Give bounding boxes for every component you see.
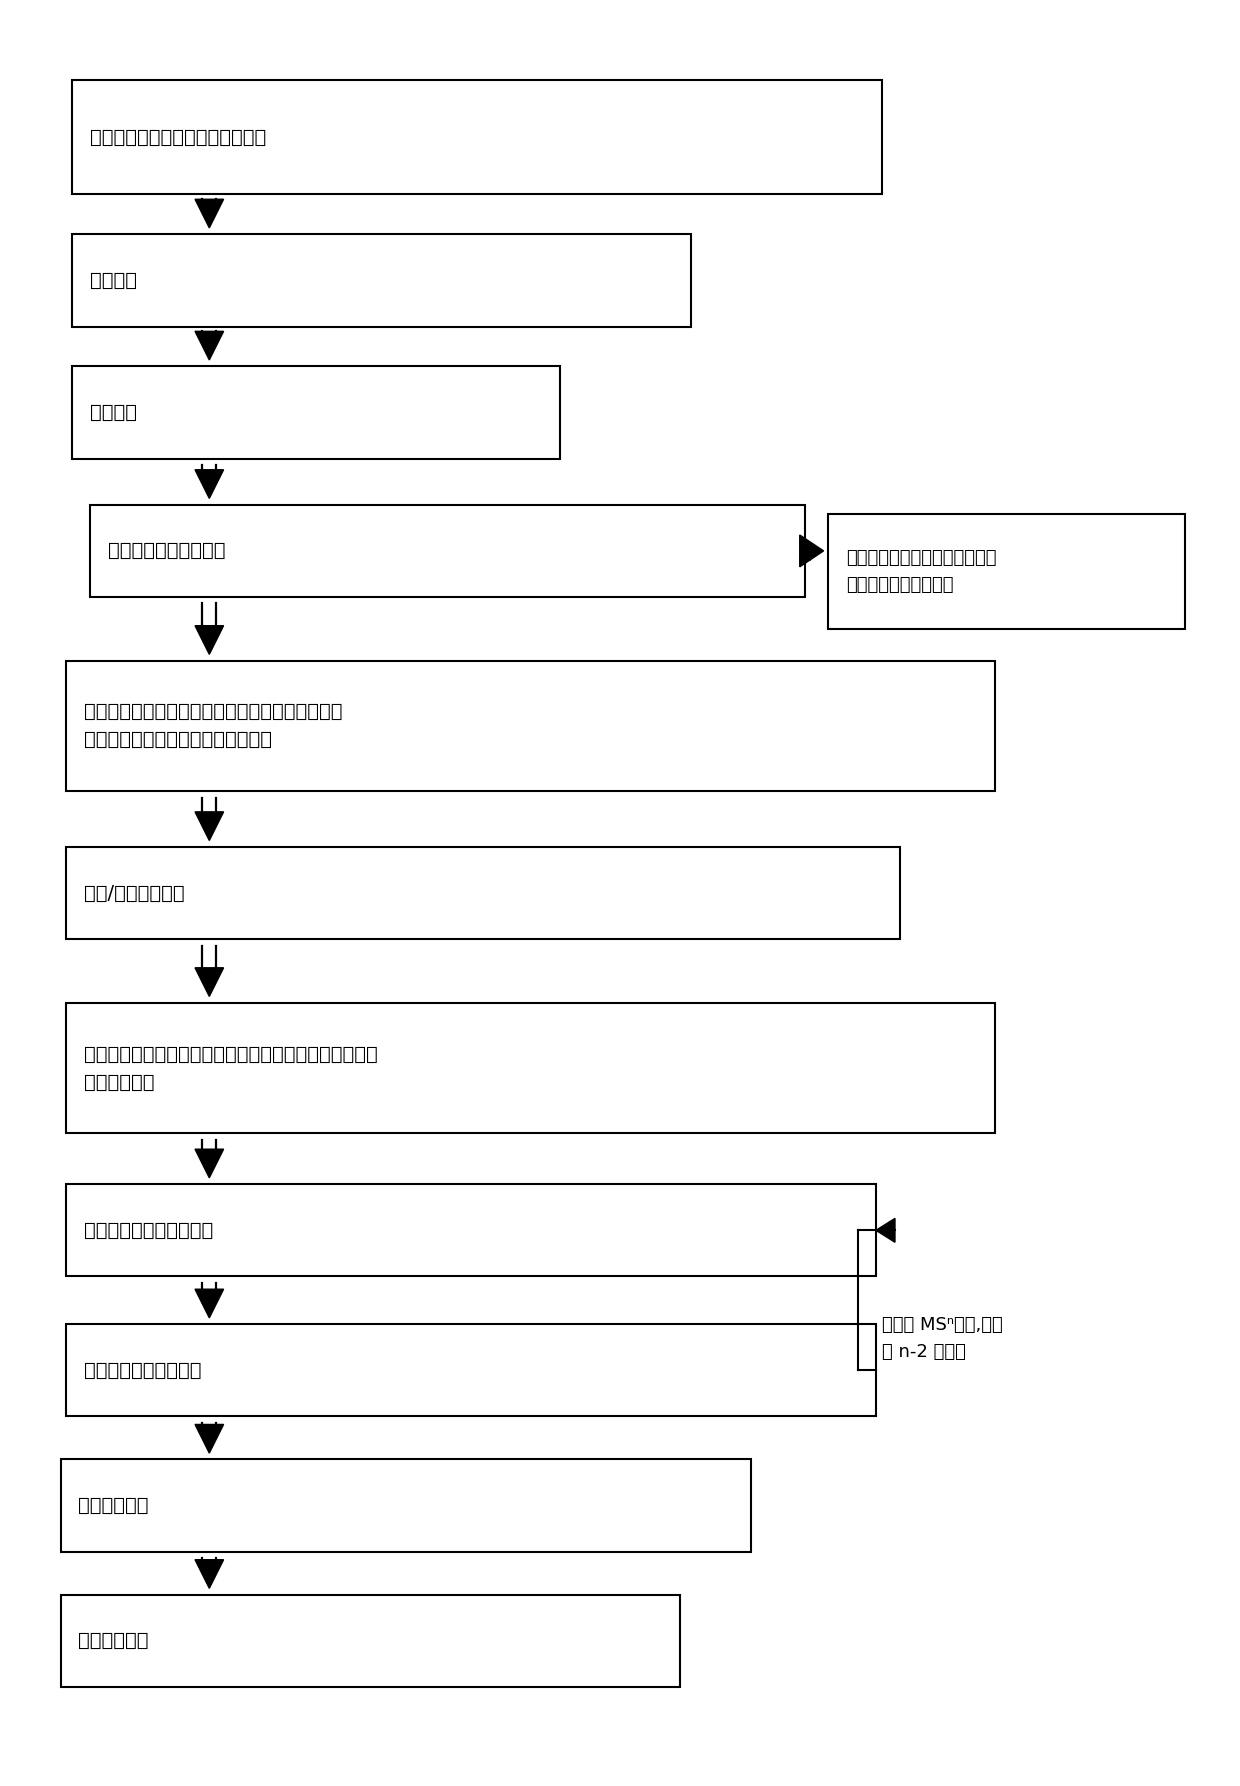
Text: 打碎试剂母离子后，隔离出真正
参与反应的试剂子离子: 打碎试剂母离子后，隔离出真正 参与反应的试剂子离子 bbox=[846, 550, 997, 593]
Polygon shape bbox=[195, 625, 223, 654]
Text: 如果是 MSⁿ分析,则重
复 n-2 次操作: 如果是 MSⁿ分析,则重 复 n-2 次操作 bbox=[882, 1316, 1003, 1361]
Polygon shape bbox=[195, 968, 223, 997]
FancyBboxPatch shape bbox=[67, 1184, 875, 1277]
Text: 降低或关闭缓冲气流量，打开分子试剂流量开关，
向离子阱注入试验所需的分子试剂。: 降低或关闭缓冲气流量，打开分子试剂流量开关， 向离子阱注入试验所需的分子试剂。 bbox=[84, 702, 342, 750]
FancyBboxPatch shape bbox=[828, 514, 1185, 629]
Polygon shape bbox=[195, 813, 223, 841]
FancyBboxPatch shape bbox=[67, 661, 994, 791]
Polygon shape bbox=[195, 1559, 223, 1588]
FancyBboxPatch shape bbox=[72, 366, 560, 459]
Text: 反应测试停止: 反应测试停止 bbox=[78, 1631, 149, 1650]
Polygon shape bbox=[800, 536, 823, 566]
Text: 隔离出指定反应产物离子: 隔离出指定反应产物离子 bbox=[84, 1222, 213, 1239]
Polygon shape bbox=[195, 200, 223, 229]
Text: 离子分离检测: 离子分离检测 bbox=[78, 1497, 149, 1515]
Polygon shape bbox=[195, 1289, 223, 1318]
Text: 分子/离子充分反应: 分子/离子充分反应 bbox=[84, 884, 185, 902]
FancyBboxPatch shape bbox=[91, 505, 805, 597]
Polygon shape bbox=[195, 1425, 223, 1454]
FancyBboxPatch shape bbox=[72, 80, 882, 195]
Polygon shape bbox=[195, 470, 223, 498]
FancyBboxPatch shape bbox=[67, 847, 900, 939]
FancyBboxPatch shape bbox=[72, 234, 692, 327]
Text: 注入离子: 注入离子 bbox=[91, 271, 138, 289]
FancyBboxPatch shape bbox=[61, 1595, 680, 1688]
Text: 隔离出指定的试剂离子: 隔离出指定的试剂离子 bbox=[108, 541, 226, 561]
Polygon shape bbox=[195, 332, 223, 361]
Text: 关闭分子试剂流量开关，打开缓冲气流量开关获得适当的
碎裂离子气压: 关闭分子试剂流量开关，打开缓冲气流量开关获得适当的 碎裂离子气压 bbox=[84, 1045, 378, 1091]
Text: 离子冷却: 离子冷却 bbox=[91, 404, 138, 421]
FancyBboxPatch shape bbox=[67, 1002, 994, 1134]
Text: 碎裂指定反应产物离子: 碎裂指定反应产物离子 bbox=[84, 1361, 202, 1381]
Polygon shape bbox=[195, 1148, 223, 1177]
Polygon shape bbox=[875, 1218, 895, 1243]
Text: 增大缓冲气，获得离子阱内高气压: 增大缓冲气，获得离子阱内高气压 bbox=[91, 127, 267, 146]
FancyBboxPatch shape bbox=[61, 1459, 751, 1552]
FancyBboxPatch shape bbox=[67, 1323, 875, 1416]
